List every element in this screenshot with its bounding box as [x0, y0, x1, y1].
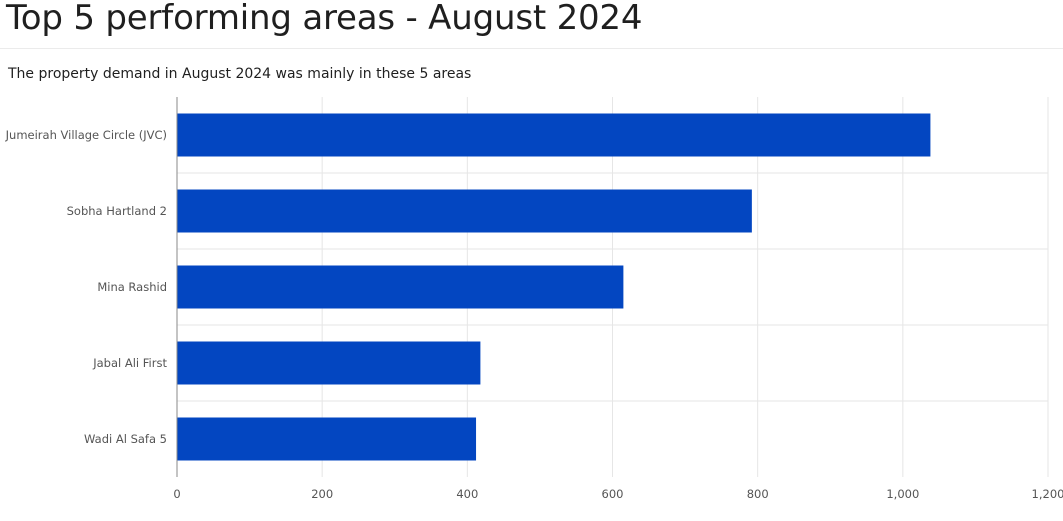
bars-layer [177, 113, 931, 461]
x-tick-label: 600 [602, 487, 624, 501]
x-tick-label: 0 [173, 487, 180, 501]
label-layer: 0 200 400 600 800 1,000 1,200 Jumeirah Village … [5, 128, 1063, 501]
category-label: Mina Rashid [97, 280, 167, 294]
bar [177, 265, 624, 309]
x-tick-label: 400 [456, 487, 478, 501]
bar [177, 417, 477, 461]
page-title: Top 5 performing areas - August 2024 [6, 0, 643, 38]
bar [177, 113, 931, 157]
x-tick-label: 1,000 [886, 487, 919, 501]
category-label: Wadi Al Safa 5 [84, 432, 167, 446]
x-tick-label: 200 [311, 487, 333, 501]
category-label: Jumeirah Village Circle (JVC) [5, 128, 167, 142]
category-label: Sobha Hartland 2 [67, 204, 167, 218]
x-tick-label: 1,200 [1032, 487, 1063, 501]
title-divider [0, 48, 1063, 49]
bar [177, 341, 481, 385]
bar [177, 189, 752, 233]
category-label: Jabal Ali First [92, 356, 167, 370]
x-tick-label: 800 [747, 487, 769, 501]
chart-subtitle: The property demand in August 2024 was m… [8, 66, 472, 82]
